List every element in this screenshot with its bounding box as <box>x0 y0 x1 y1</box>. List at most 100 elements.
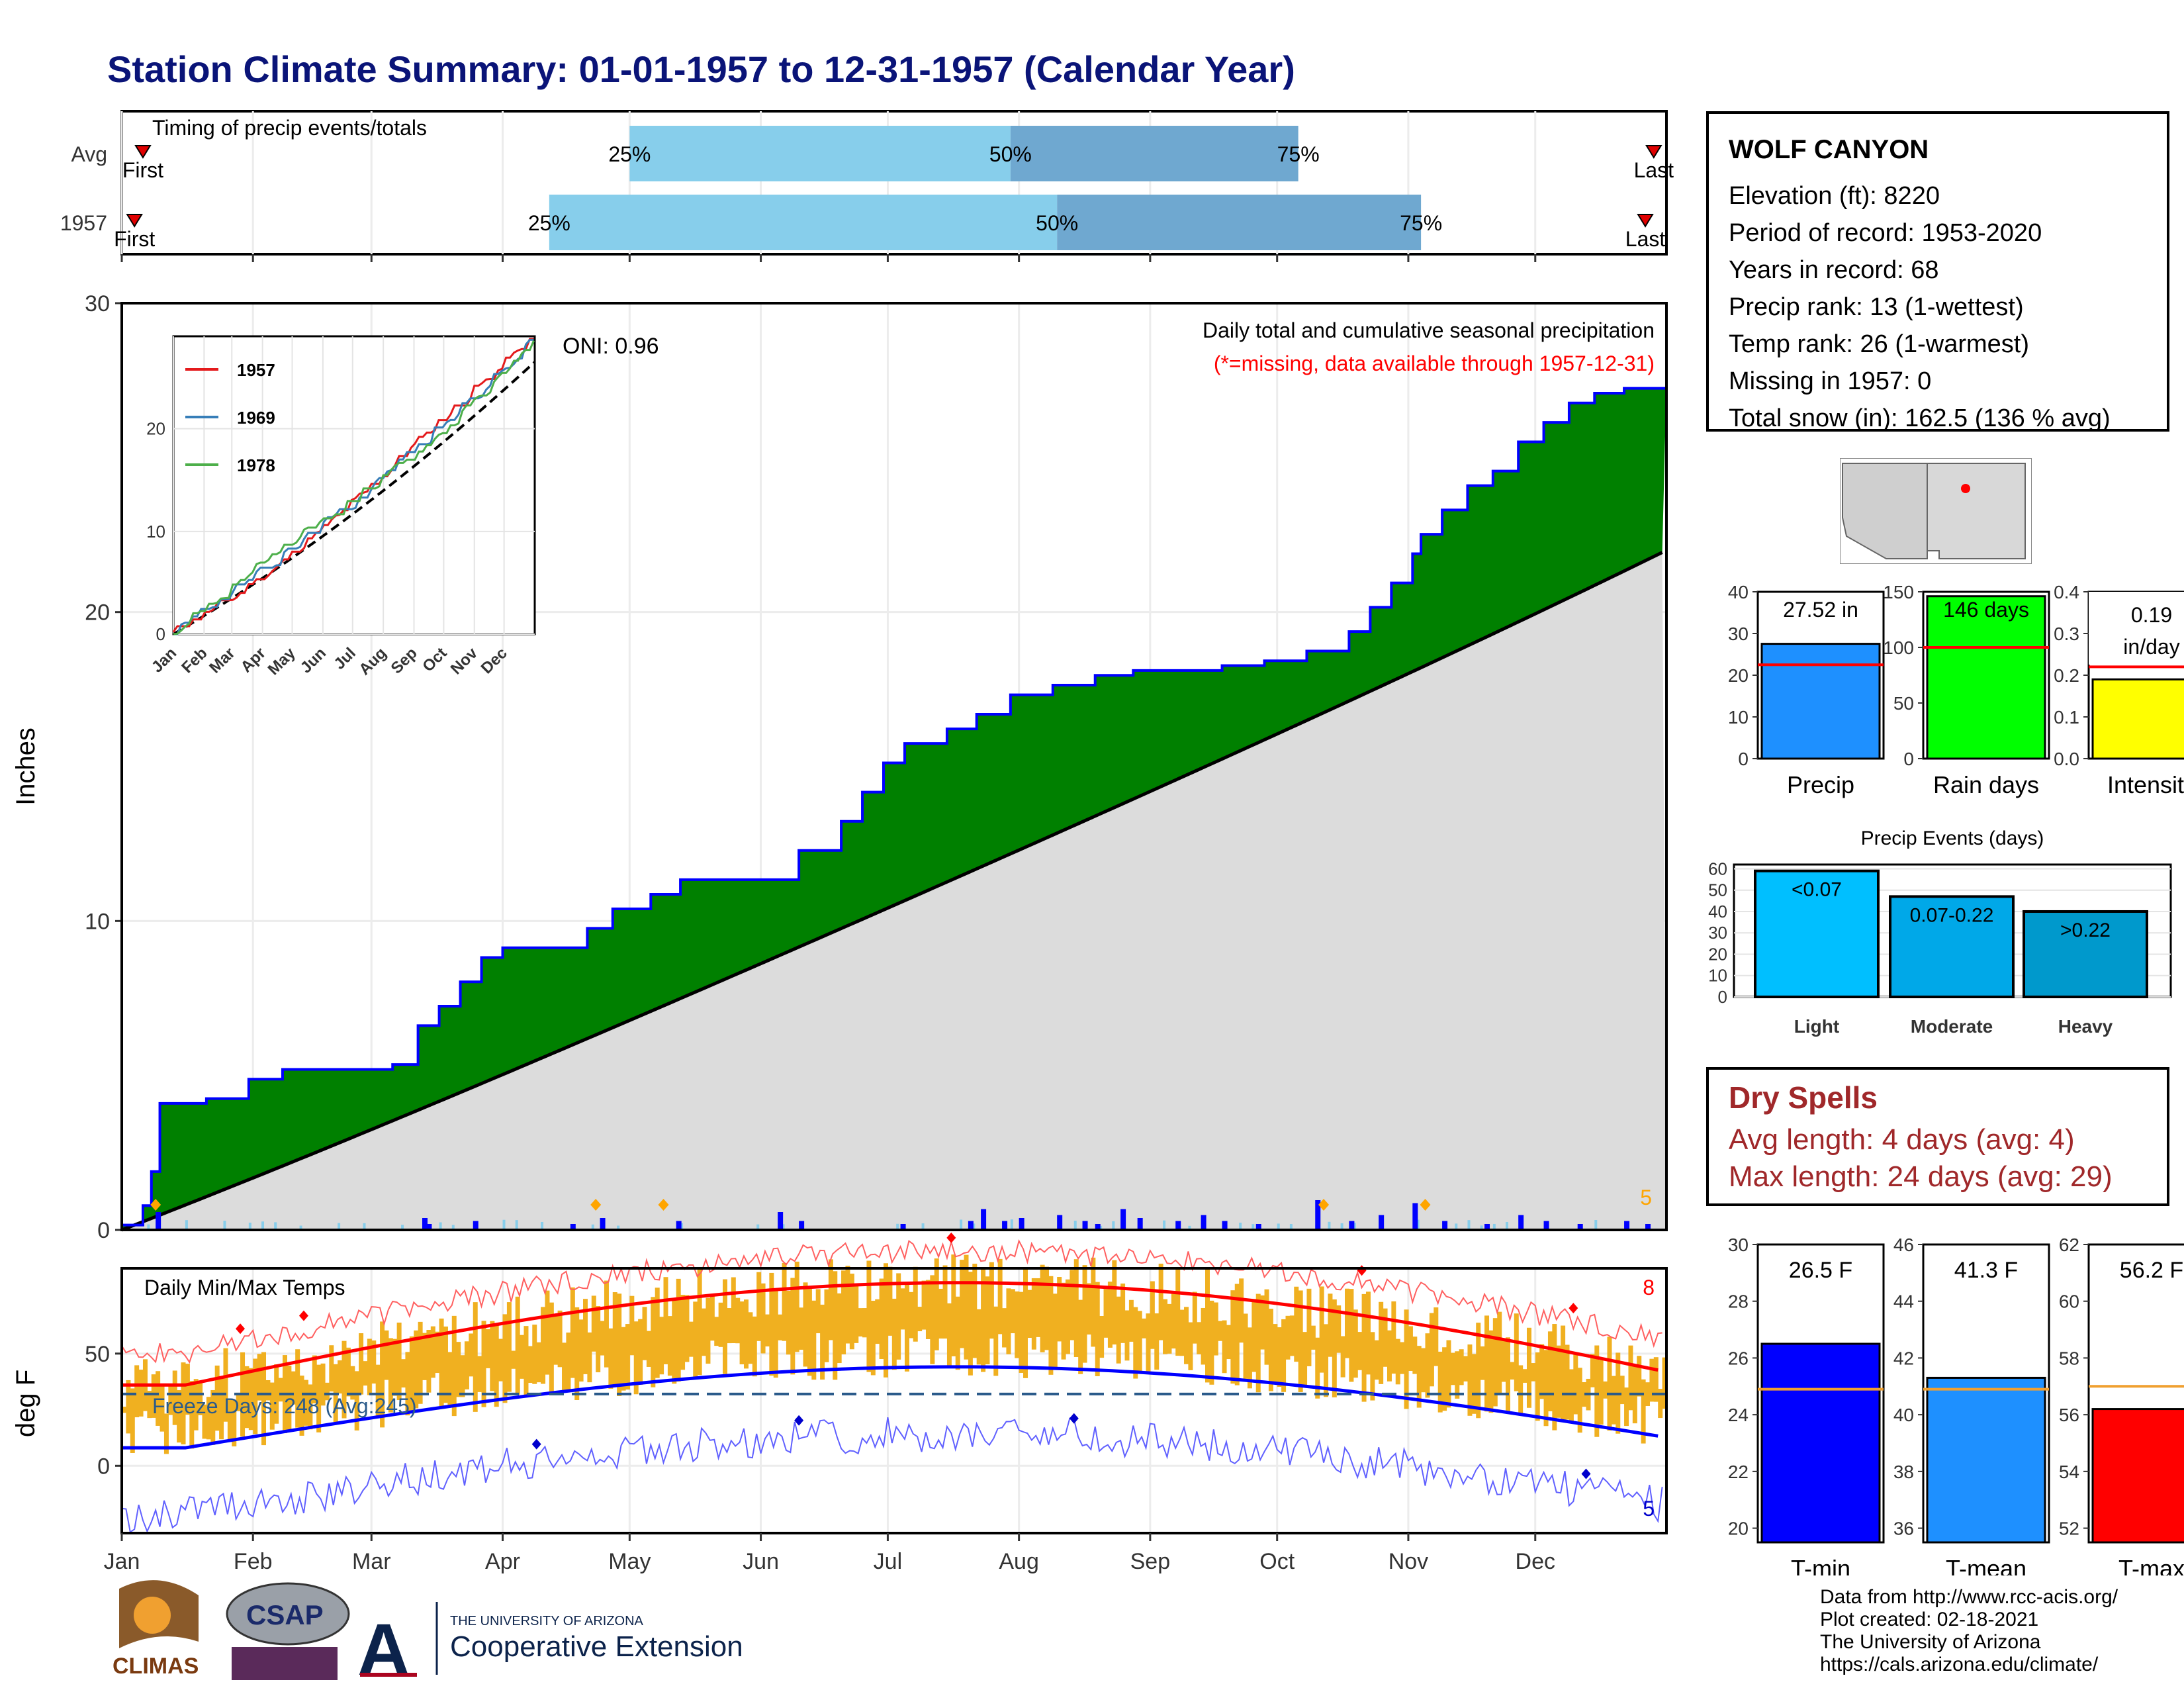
daily-temp-bar <box>345 1347 351 1397</box>
daily-temp-bar <box>367 1338 372 1395</box>
daily-temp-bar <box>938 1288 944 1339</box>
daily-precip-small <box>1340 1223 1343 1230</box>
summary-tick: 150 <box>1883 583 1914 602</box>
inset-ytick: 10 <box>146 522 165 541</box>
daily-precip-small <box>401 1225 404 1230</box>
daily-temp-bar <box>875 1299 880 1344</box>
daily-temp-bar <box>1365 1291 1371 1375</box>
daily-precip-small <box>502 1219 506 1230</box>
daily-temp-bar <box>464 1341 469 1389</box>
daily-temp-bar <box>1361 1293 1367 1402</box>
month-label: Oct <box>1259 1549 1295 1574</box>
daily-temp-bar <box>684 1295 690 1362</box>
daily-temp-bar <box>1095 1282 1100 1377</box>
summary-value: 27.52 in <box>1783 598 1858 622</box>
daily-temp-bar <box>1091 1257 1096 1347</box>
daily-temp-bar <box>803 1282 808 1367</box>
daily-temp-bar <box>1577 1368 1582 1433</box>
timing-p25: 25% <box>528 211 570 235</box>
daily-temp-bar <box>193 1379 199 1430</box>
daily-temp-bar <box>447 1352 453 1407</box>
month-label: Sep <box>1130 1549 1171 1574</box>
daily-temp-bar <box>363 1361 368 1386</box>
daily-temp-bar <box>997 1258 1003 1335</box>
month-label: Mar <box>352 1549 391 1574</box>
daily-temp-bar <box>291 1371 296 1405</box>
daily-temp-bar <box>1040 1264 1045 1352</box>
daily-temp-bar <box>287 1365 292 1432</box>
daily-temp-bar <box>1497 1311 1502 1395</box>
daily-temp-bar <box>824 1289 829 1362</box>
summary-label: Rain days <box>1933 771 2039 798</box>
daily-precip-bar <box>1057 1215 1063 1230</box>
timing-first: First <box>122 158 163 182</box>
record-high-line <box>121 1239 1662 1364</box>
daily-temp-bar <box>549 1302 554 1392</box>
daily-precip-small <box>1467 1220 1471 1230</box>
daily-temp-bar <box>1594 1345 1600 1437</box>
month-label: Jul <box>874 1549 902 1574</box>
daily-temp-bar <box>1535 1352 1540 1421</box>
daily-precip-small <box>439 1222 442 1230</box>
temp-tick: 42 <box>1893 1348 1914 1368</box>
daily-precip-small <box>248 1223 251 1230</box>
daily-precip-bar <box>1379 1215 1385 1230</box>
ua-logo: A THE UNIVERSITY OF ARIZONA Cooperative … <box>357 1602 741 1688</box>
temp-label: T-mean <box>1946 1555 2026 1575</box>
daily-temp-bar <box>1006 1288 1011 1354</box>
daily-temp-bar <box>511 1350 516 1369</box>
footer-line: Data from http://www.rcc-acis.org/ <box>1820 1586 2118 1608</box>
daily-temp-bar <box>1213 1302 1218 1356</box>
daily-temp-bar <box>1598 1360 1604 1425</box>
daily-temp-bar <box>1522 1369 1527 1383</box>
daily-temp-bar <box>676 1278 681 1382</box>
daily-temp-bar <box>1556 1345 1561 1418</box>
daily-temp-bar <box>1395 1338 1400 1385</box>
summary-tick: 50 <box>1893 693 1914 714</box>
daily-temp-bar <box>473 1302 478 1412</box>
station-line: Period of record: 1953-2020 <box>1729 219 2042 247</box>
daily-temp-bar <box>350 1366 355 1400</box>
first-marker <box>126 214 143 228</box>
daily-temp-bar <box>667 1316 672 1376</box>
daily-temp-bar <box>185 1364 190 1415</box>
temp-tick: 22 <box>1728 1462 1749 1482</box>
daily-precip-small <box>1188 1225 1191 1230</box>
daily-precip-small <box>515 1220 518 1230</box>
daily-temp-bar <box>570 1287 575 1378</box>
temp-tick: 46 <box>1893 1235 1914 1255</box>
daily-temp-bar <box>126 1380 131 1434</box>
daily-precip-small <box>147 1224 150 1230</box>
daily-temp-bar <box>553 1315 559 1365</box>
daily-temp-bar <box>1218 1321 1223 1341</box>
daily-temp-bar <box>1340 1336 1345 1378</box>
daily-temp-bar <box>1531 1363 1536 1382</box>
daily-temp-bar <box>481 1321 486 1407</box>
daily-temp-bar <box>1628 1345 1633 1411</box>
daily-precip-small <box>1492 1223 1496 1230</box>
daily-temp-bar <box>1137 1311 1142 1374</box>
page-title: Station Climate Summary: 01-01-1957 to 1… <box>107 48 1295 90</box>
daily-temp-bar <box>596 1305 601 1373</box>
month-label: Apr <box>485 1549 520 1574</box>
daily-temp-bar <box>253 1358 258 1434</box>
daily-temp-bar <box>587 1332 592 1383</box>
daily-temp-bar <box>498 1338 504 1382</box>
precip-ytick: 10 <box>85 909 110 934</box>
precip-ytick: 30 <box>85 291 110 316</box>
daily-precip-bar <box>1624 1221 1630 1230</box>
daily-temp-bar <box>1264 1289 1269 1365</box>
daily-temp-bar <box>1099 1315 1105 1358</box>
summary-bar <box>1926 595 2046 760</box>
summary-value-unit: in/day <box>2123 635 2179 659</box>
daily-temp-bar <box>1247 1327 1252 1389</box>
daily-precip-bar <box>799 1221 805 1230</box>
temp-bars: 20 22 24 26 28 30 26.5 F T-min 36 38 40 42 44 46 41.3 … <box>1728 1235 2184 1575</box>
events-title: Precip Events (days) <box>1861 827 2044 849</box>
daily-temp-bar <box>1400 1342 1405 1374</box>
daily-temp-bar <box>1260 1295 1265 1350</box>
daily-precip-small <box>1073 1221 1077 1230</box>
daily-temp-bar <box>968 1272 973 1376</box>
daily-temp-bar <box>1103 1289 1109 1338</box>
daily-precip-small <box>1277 1223 1280 1230</box>
